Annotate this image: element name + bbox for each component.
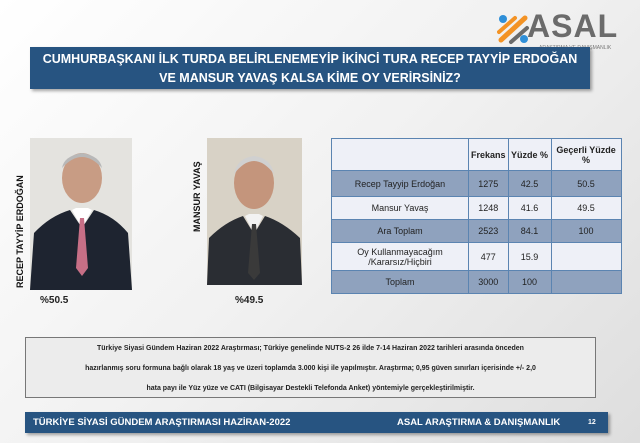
table-row: Ara Toplam 2523 84.1 100	[331, 219, 622, 243]
methodology-note: Türkiye Siyasi Gündem Haziran 2022 Araşt…	[25, 337, 596, 398]
cell: 42.5	[507, 170, 552, 197]
table-row: Recep Tayyip Erdoğan 1275 42.5 50.5	[331, 170, 622, 197]
erdogan-photo	[30, 138, 132, 290]
logo-mark-icon	[497, 15, 529, 44]
cell: 15.9	[507, 242, 552, 271]
row-label: Oy Kullanmayacağım /Kararsız/Hiçbiri	[331, 242, 469, 271]
header-yuzde: Yüzde %	[507, 138, 552, 171]
row-label: Mansur Yavaş	[331, 196, 469, 220]
cell: 1275	[468, 170, 509, 197]
note-line: Türkiye Siyasi Gündem Haziran 2022 Araşt…	[97, 345, 524, 352]
note-line: hata payı ile Yüz yüze ve CATI (Bilgisay…	[146, 385, 475, 392]
cell: 100	[550, 219, 622, 243]
footer-bar: TÜRKİYE SİYASİ GÜNDEM ARAŞTIRMASI HAZİRA…	[25, 412, 608, 433]
cell: 2523	[468, 219, 509, 243]
table-row: Oy Kullanmayacağım /Kararsız/Hiçbiri 477 1…	[331, 242, 622, 271]
yavas-photo	[207, 138, 302, 285]
cell: 1248	[468, 196, 509, 220]
cell: 41.6	[507, 196, 552, 220]
cell: 50.5	[550, 170, 622, 197]
title-line-1: CUMHURBAŞKANI İLK TURDA BELİRLENEMEYİP İ…	[42, 52, 578, 66]
table-row: Mansur Yavaş 1248 41.6 49.5	[331, 196, 622, 220]
yavas-percent: %49.5	[235, 295, 264, 306]
cell: 3000	[468, 270, 509, 294]
note-line: hazırlanmış soru formuna bağlı olarak 18…	[85, 365, 536, 372]
table-row: Toplam 3000 100	[331, 270, 622, 294]
cell	[550, 270, 622, 294]
header-cell	[331, 138, 469, 171]
erdogan-percent: %50.5	[40, 295, 69, 306]
row-label: Ara Toplam	[331, 219, 469, 243]
footer-company: ASAL ARAŞTIRMA & DANIŞMANLIK	[397, 417, 561, 428]
cell: 84.1	[507, 219, 552, 243]
header-frekans: Frekans	[468, 138, 509, 171]
asal-logo: ASAL ARAŞTIRMA VE DANIŞMANLIK	[497, 8, 619, 51]
table-header: Frekans Yüzde % Geçerli Yüzde %	[331, 138, 622, 171]
row-label: Recep Tayyip Erdoğan	[331, 170, 469, 197]
erdogan-label: RECEP TAYYİP ERDOĞAN	[15, 175, 25, 288]
title-line-2: VE MANSUR YAVAŞ KALSA KİME OY VERİRSİNİZ…	[159, 71, 461, 85]
cell: 49.5	[550, 196, 622, 220]
yavas-label: MANSUR YAVAŞ	[192, 161, 202, 232]
header-gecerli-yuzde: Geçerli Yüzde %	[550, 138, 622, 171]
page-title: CUMHURBAŞKANI İLK TURDA BELİRLENEMEYİP İ…	[30, 47, 590, 89]
cell: 100	[507, 270, 552, 294]
results-table: Frekans Yüzde % Geçerli Yüzde % Recep Ta…	[331, 138, 622, 294]
cell	[550, 242, 622, 271]
logo-name: ASAL	[527, 8, 619, 44]
footer-survey-title: TÜRKİYE SİYASİ GÜNDEM ARAŞTIRMASI HAZİRA…	[33, 417, 291, 428]
page-number: 12	[588, 419, 596, 426]
cell: 477	[468, 242, 509, 271]
row-label: Toplam	[331, 270, 469, 294]
